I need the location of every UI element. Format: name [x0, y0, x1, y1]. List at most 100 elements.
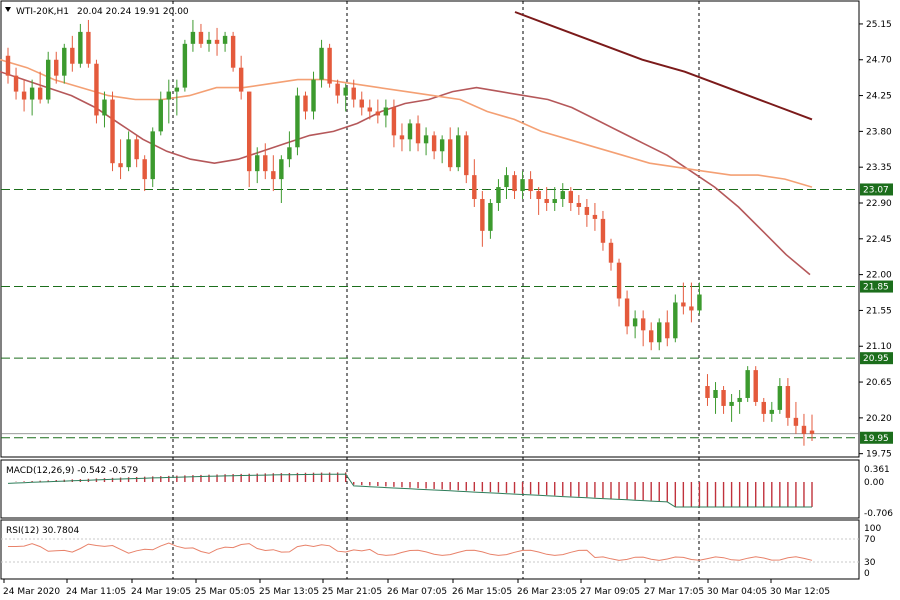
- candle-body: [745, 370, 750, 398]
- candle-body: [54, 59, 59, 76]
- candle-body: [415, 123, 421, 144]
- candle-body: [359, 99, 364, 108]
- rsi-tick: 30: [864, 558, 876, 568]
- price-tick-label: 24.70: [866, 56, 892, 66]
- candle-body: [118, 163, 123, 168]
- candle-body: [246, 91, 252, 172]
- candle-body: [681, 302, 686, 307]
- candle-body: [134, 139, 139, 160]
- price-tick-label: 25.15: [866, 20, 892, 30]
- price-level-box: [860, 280, 893, 293]
- price-tick-label: 23.35: [866, 163, 892, 173]
- candle-body: [689, 306, 694, 311]
- time-tick-label: 27 Mar 09:05: [580, 587, 640, 597]
- candle-body: [737, 397, 742, 402]
- macd-tick: 0.361: [864, 465, 890, 475]
- candle-body: [295, 95, 300, 148]
- candle-body: [174, 87, 180, 92]
- candle-body: [263, 155, 268, 172]
- candle-body: [456, 135, 461, 168]
- price-level-box: [860, 352, 893, 365]
- candle-body: [713, 390, 718, 398]
- rsi-axis: 100 70 30 0: [864, 524, 881, 579]
- candle-body: [271, 171, 276, 180]
- time-tick-label: 26 Mar 23:05: [517, 587, 577, 597]
- candle-body: [142, 159, 147, 180]
- candle-body: [665, 322, 670, 339]
- candle-body: [576, 202, 582, 207]
- rsi-tick: 100: [864, 524, 881, 534]
- price-tick-label: 22.90: [866, 199, 892, 209]
- candle-body: [801, 425, 807, 434]
- candle-body: [230, 35, 236, 68]
- candle-body: [70, 47, 75, 64]
- candle-body: [158, 99, 163, 132]
- candle-body: [504, 175, 509, 188]
- rsi-line: [8, 542, 813, 561]
- candle-body: [600, 218, 606, 243]
- candle-body: [705, 386, 710, 398]
- price-level-label: 21.85: [863, 283, 889, 293]
- time-tick-label: 24 Mar 19:05: [131, 587, 191, 597]
- candle-body: [21, 91, 27, 100]
- main-pane[interactable]: [0, 0, 860, 458]
- candle-body: [37, 87, 43, 100]
- candle-body: [102, 99, 107, 116]
- candle-body: [528, 179, 533, 192]
- candle-body: [472, 175, 477, 200]
- candle-body: [198, 31, 204, 44]
- candle-body: [5, 55, 11, 76]
- candle-body: [632, 318, 638, 327]
- candle-body: [150, 131, 155, 180]
- candle-body: [673, 302, 678, 339]
- time-tick-label: 24 Mar 11:05: [66, 587, 126, 597]
- moving-average-line: [0, 70, 811, 276]
- candle-body: [110, 99, 115, 164]
- time-tick-label: 26 Mar 07:05: [387, 587, 447, 597]
- candle-body: [568, 191, 574, 203]
- candle-body: [255, 155, 260, 172]
- price-level-label: 23.07: [863, 185, 889, 195]
- candle-body: [375, 111, 381, 116]
- candle-body: [327, 47, 332, 84]
- time-tick-label: 30 Mar 12:05: [770, 587, 830, 597]
- candle-body: [592, 214, 598, 219]
- candle-body: [520, 179, 525, 192]
- candle-body: [78, 31, 83, 64]
- price-tick-label: 21.10: [866, 342, 892, 352]
- price-tick-label: 24.25: [866, 92, 892, 102]
- candle-body: [560, 191, 565, 200]
- candle-body: [383, 107, 389, 116]
- candle-body: [45, 59, 51, 100]
- collapse-triangle-icon[interactable]: [5, 7, 11, 12]
- candle-body: [182, 43, 188, 88]
- macd-pane[interactable]: [0, 459, 860, 519]
- time-tick-label: 26 Mar 15:05: [452, 587, 512, 597]
- time-tick-label: 25 Mar 05:05: [195, 587, 255, 597]
- price-tick-label: 21.55: [866, 306, 892, 316]
- candle-body: [488, 202, 493, 231]
- rsi-label: RSI(12) 30.7804: [6, 526, 79, 536]
- price-tick-label: 22.00: [866, 271, 892, 281]
- moving-averages: [0, 11, 813, 276]
- macd-tick: 0.00: [864, 478, 884, 488]
- candle-body: [753, 370, 758, 402]
- candle-body: [214, 39, 220, 44]
- candle-body: [279, 159, 284, 180]
- rsi-pane[interactable]: [0, 519, 860, 580]
- candle-body: [343, 87, 348, 96]
- candle-body: [287, 147, 292, 160]
- macd-pane-frame: [0, 459, 860, 519]
- moving-average-line: [514, 11, 813, 121]
- price-tick-label: 19.75: [866, 450, 892, 460]
- price-tick-label: 23.80: [866, 127, 892, 137]
- candle-body: [303, 95, 308, 112]
- candle-body: [552, 199, 557, 203]
- candle-body: [431, 135, 437, 152]
- candle-body: [86, 31, 91, 64]
- candle-body: [616, 262, 622, 299]
- candle-body: [584, 206, 590, 215]
- candle-body: [439, 139, 445, 152]
- candle-body: [222, 35, 228, 44]
